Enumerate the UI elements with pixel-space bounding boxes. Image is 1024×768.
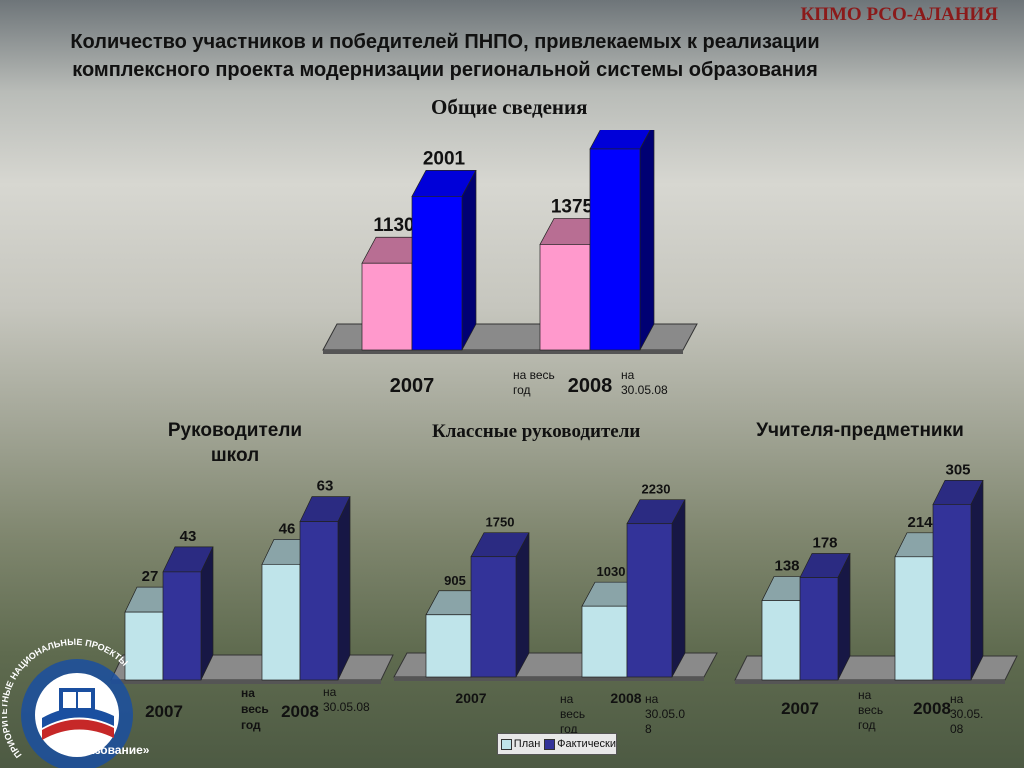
mid-bar-2007-plan-label: 905 xyxy=(444,573,466,588)
mid-bar-2008-plan-label: 1030 xyxy=(597,564,626,579)
left-floor-edge xyxy=(111,680,381,684)
mid-bar-2008-fact-label: 2230 xyxy=(642,482,671,497)
main-bar-2007-plan xyxy=(361,262,413,351)
right-chart: 138 178 2007 214 305 2008 xyxy=(734,461,1018,718)
main-bar-2007-fact xyxy=(411,196,463,351)
mid-bar-2008-fact xyxy=(626,523,673,678)
right-bar-2008-fact-side xyxy=(970,480,984,681)
title-line-1: Количество участников и победителей ПНПО… xyxy=(70,31,820,53)
left-bar-2008-plan xyxy=(261,563,301,681)
right-fact-note: на 30.05. 08 xyxy=(950,692,984,736)
national-projects-logo: ПРИОРИТЕТНЫЕ НАЦИОНАЛЬНЫЕ ПРОЕКТЫ «Образ… xyxy=(2,637,150,768)
main-bar-2008-plan-label: 1375 xyxy=(551,196,594,217)
main-fact-note: на 30.05.08 xyxy=(621,368,668,397)
left-bar-2007-fact xyxy=(162,571,202,681)
left-bar-2008-fact xyxy=(299,521,339,681)
right-bar-2007-plan-label: 138 xyxy=(774,558,799,575)
main-category-2008: 2008 xyxy=(568,375,613,397)
right-bar-2008-fact-label: 305 xyxy=(945,461,970,478)
left-bar-2007-plan-label: 27 xyxy=(142,568,159,585)
mid-chart: 905 1750 2007 1030 2230 2008 xyxy=(393,482,718,706)
mid-fact-note: на 30.05.0 8 xyxy=(645,692,686,736)
left-bar-2008-plan-label: 46 xyxy=(279,520,296,537)
right-bar-2007-fact-label: 178 xyxy=(812,535,837,552)
mid-bar-2008-fact-side xyxy=(671,499,686,678)
right-floor-edge xyxy=(735,680,1005,684)
title-line-2: комплексного проекта модернизации регион… xyxy=(72,59,818,81)
logo-caption: «Образование» xyxy=(57,743,150,757)
left-chart-title: Руководители школ xyxy=(167,420,303,466)
legend-fact-label: Фактически xyxy=(557,738,616,750)
main-plan-note: на весь год xyxy=(513,368,555,397)
left-category-2008: 2008 xyxy=(281,702,319,721)
left-bar-2007-fact-label: 43 xyxy=(180,528,197,545)
main-bar-2007-fact-label: 2001 xyxy=(423,148,466,169)
mid-category-2007: 2007 xyxy=(455,690,486,706)
mid-floor-edge xyxy=(394,677,704,681)
left-fact-note: на 30.05.08 xyxy=(323,685,370,714)
mid-bar-2008-plan xyxy=(581,605,628,678)
mid-chart-title: Классные руководители xyxy=(432,421,641,442)
main-chart: 113020012007137526182008 xyxy=(322,130,698,397)
main-bar-2007-plan-label: 1130 xyxy=(373,215,414,236)
org-label: КПМО РСО-АЛАНИЯ xyxy=(800,4,998,25)
left-bar-2008-fact-label: 63 xyxy=(317,478,334,495)
left-bar-2008-fact-side xyxy=(337,496,351,681)
main-bar-2007-fact-side xyxy=(461,170,477,351)
mid-bar-2007-fact xyxy=(470,556,517,678)
left-category-2007: 2007 xyxy=(145,702,183,721)
main-bar-2008-plan xyxy=(539,244,591,351)
right-plan-note: на весь год xyxy=(858,688,884,732)
main-floor-edge xyxy=(323,350,683,354)
right-bar-2008-fact xyxy=(932,504,972,681)
mid-bar-2007-plan xyxy=(425,614,472,678)
legend-plan-label: План xyxy=(513,738,541,750)
right-category-2007: 2007 xyxy=(781,699,819,718)
right-bar-2007-fact xyxy=(799,577,839,681)
left-plan-note: на весь год xyxy=(241,686,269,732)
mid-bar-2007-fact-label: 1750 xyxy=(486,515,515,530)
right-chart-title: Учителя-предметники xyxy=(756,420,964,441)
main-category-2007: 2007 xyxy=(390,375,435,397)
legend-fact-swatch xyxy=(544,738,556,750)
right-bar-2007-plan xyxy=(761,600,801,681)
page-title: Количество участников и победителей ПНПО… xyxy=(0,28,890,84)
mid-chart-legend: План Фактически xyxy=(497,733,617,755)
main-bar-2008-fact xyxy=(589,148,641,351)
left-chart: 27 43 2007 46 63 2008 xyxy=(110,478,394,721)
main-chart-title: Общие сведения xyxy=(431,95,588,119)
legend-plan-swatch xyxy=(501,738,512,750)
mid-plan-note: на весь год xyxy=(560,692,586,736)
right-category-2008: 2008 xyxy=(913,699,951,718)
mid-category-2008: 2008 xyxy=(610,690,641,706)
right-bar-2008-plan xyxy=(894,556,934,681)
main-bar-2008-fact-side xyxy=(639,130,655,351)
right-bar-2008-plan-label: 214 xyxy=(907,514,933,531)
mid-bar-2007-fact-side xyxy=(515,532,530,678)
